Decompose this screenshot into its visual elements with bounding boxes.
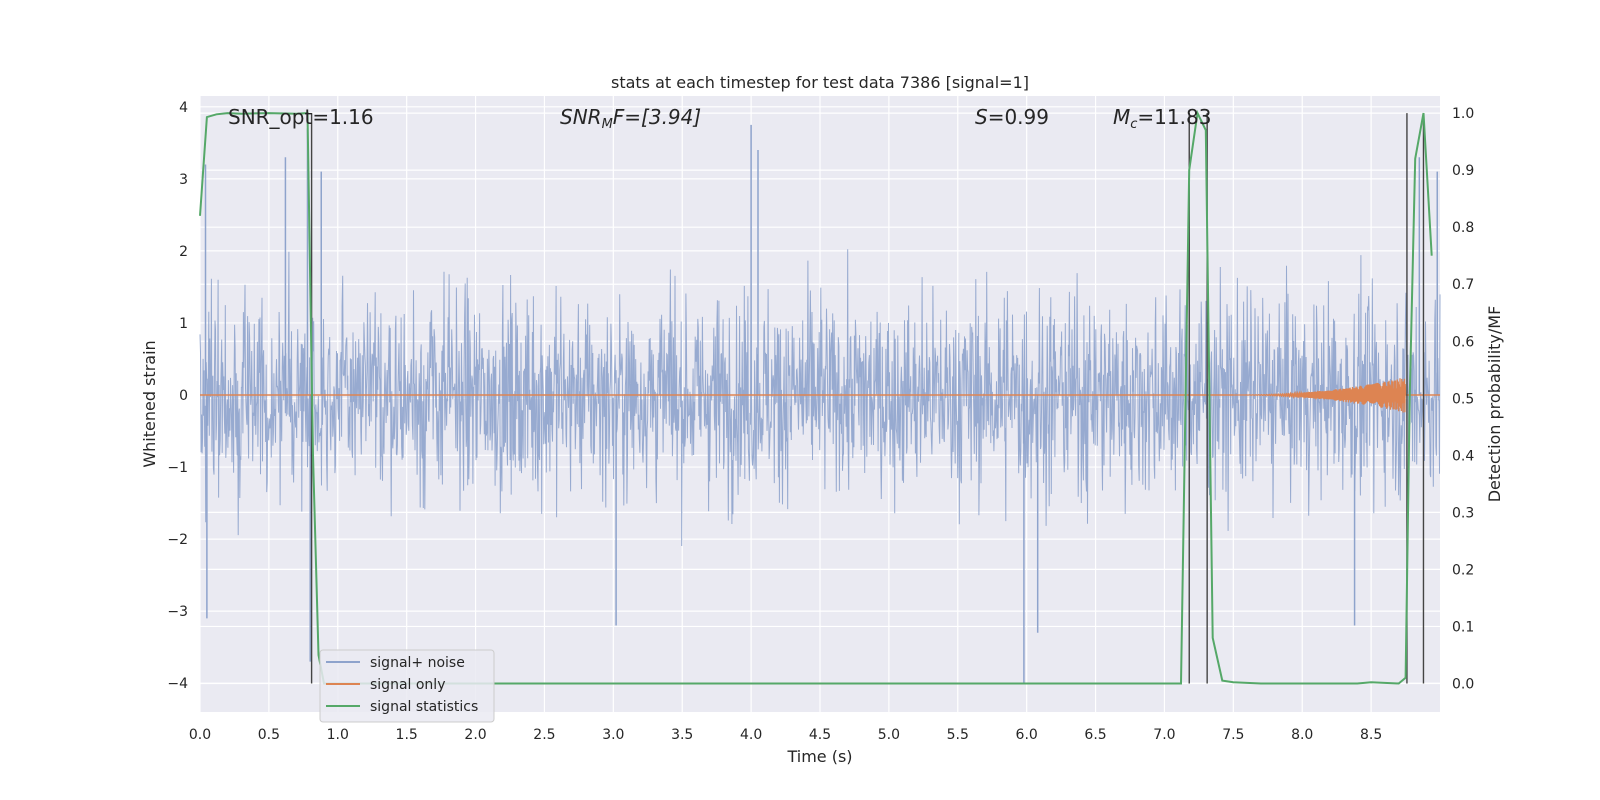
x-tick-label: 8.0 (1291, 727, 1313, 743)
x-tick-label: 7.5 (1222, 727, 1244, 743)
legend: signal+ noise signal only signal statist… (319, 649, 495, 723)
s-italic: S (975, 105, 988, 129)
y-left-tick-label: 2 (179, 244, 188, 260)
x-tick-label: 6.0 (1016, 727, 1038, 743)
y-left-tick-label: −2 (167, 532, 188, 548)
y-left-tick-label: 1 (179, 316, 188, 332)
legend-label-signal-only: signal only (370, 677, 445, 693)
annotation-s: S=0.99 (975, 105, 1049, 129)
annotation-snr-mf: SNRMF=[3.94] (560, 105, 701, 132)
signal-statistics-line (199, 109, 1433, 685)
y-right-tick-label: 0.3 (1452, 505, 1474, 521)
y-right-axis-label: Detection probability/MF (1485, 306, 1504, 503)
x-axis-label: Time (s) (786, 747, 852, 766)
y-left-tick-label: −1 (167, 460, 188, 476)
y-left-axis-ticks: 4 3 2 1 0 −1 −2 −3 −4 (167, 100, 188, 692)
x-tick-label: 2.5 (533, 727, 555, 743)
mc-sub: c (1130, 117, 1137, 132)
x-axis-ticks: 0.0 0.5 1.0 1.5 2.0 2.5 3.0 3.5 4.0 4.5 5.0 5.5 6.0 6… (189, 727, 1382, 743)
series-signal-statistics (199, 109, 1433, 685)
y-right-tick-label: 0.4 (1452, 448, 1474, 464)
x-tick-label: 4.0 (740, 727, 762, 743)
y-right-axis-ticks: 1.0 0.9 0.8 0.7 0.6 0.5 0.4 0.3 0.2 0.1 0.0 (1452, 106, 1474, 692)
y-right-tick-label: 0.8 (1452, 220, 1474, 236)
x-tick-label: 0.5 (258, 727, 280, 743)
y-left-tick-label: 0 (179, 388, 188, 404)
y-left-axis-label: Whitened strain (140, 340, 159, 467)
y-right-tick-label: 1.0 (1452, 106, 1474, 122)
x-tick-label: 6.5 (1084, 727, 1106, 743)
y-right-tick-label: 0.1 (1452, 619, 1474, 635)
x-tick-label: 1.5 (396, 727, 418, 743)
x-tick-label: 7.0 (1153, 727, 1175, 743)
x-tick-label: 5.0 (878, 727, 900, 743)
y-right-tick-label: 0.7 (1452, 277, 1474, 293)
y-right-tick-label: 0.5 (1452, 391, 1474, 407)
x-tick-label: 3.0 (602, 727, 624, 743)
y-left-tick-label: 3 (179, 172, 188, 188)
mc-base: M (1113, 105, 1130, 129)
y-left-tick-label: 4 (179, 100, 188, 116)
x-tick-label: 0.0 (189, 727, 211, 743)
snr-mf-base: SNR (560, 105, 602, 129)
x-tick-label: 1.0 (327, 727, 349, 743)
legend-box (319, 649, 495, 723)
snr-mf-sub: M (602, 117, 613, 132)
y-right-tick-label: 0.9 (1452, 163, 1474, 179)
snr-mf-tail: F=[3.94] (613, 105, 701, 129)
mc-value: =11.83 (1137, 105, 1211, 129)
y-left-tick-label: −3 (167, 604, 188, 620)
x-tick-label: 2.0 (464, 727, 486, 743)
x-tick-label: 4.5 (809, 727, 831, 743)
legend-label-signal-statistics: signal statistics (370, 699, 478, 715)
annotation-snr-opt: SNR_opt=1.16 (228, 105, 374, 129)
x-tick-label: 3.5 (671, 727, 693, 743)
y-right-tick-label: 0.0 (1452, 676, 1474, 692)
signal-only-chirp (1233, 378, 1407, 413)
chart-title: stats at each timestep for test data 738… (611, 73, 1029, 92)
x-tick-label: 8.5 (1360, 727, 1382, 743)
annotation-mc: Mc=11.83 (1113, 105, 1211, 132)
s-value: =0.99 (988, 105, 1049, 129)
y-right-tick-label: 0.2 (1452, 562, 1474, 578)
y-right-tick-label: 0.6 (1452, 334, 1474, 350)
y-left-tick-label: −4 (167, 676, 188, 692)
x-tick-label: 5.5 (947, 727, 969, 743)
legend-label-signal-noise: signal+ noise (370, 655, 465, 671)
